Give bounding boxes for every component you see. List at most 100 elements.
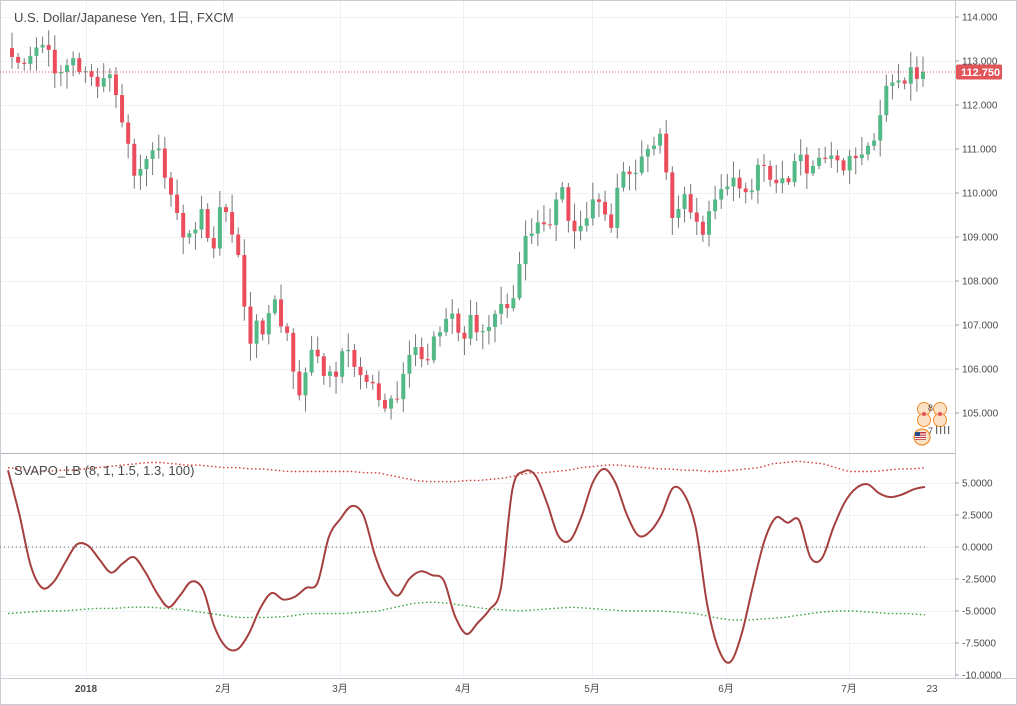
price-tick-label: 110.000: [962, 189, 998, 200]
last-price-label: 112.750: [961, 67, 1000, 79]
candle-body-up: [83, 71, 88, 73]
candle-body-up: [590, 199, 595, 219]
candle-body-down: [774, 179, 779, 184]
upper-band-line: [7, 460, 926, 483]
price-tick-label: 108.000: [962, 277, 999, 288]
candle-body-up: [639, 156, 644, 173]
candle-body-up: [523, 235, 528, 265]
candle-body-up: [890, 82, 895, 86]
date-tick-label: 5月: [584, 683, 600, 695]
candle-body-down: [260, 320, 265, 335]
candle-body-up: [340, 351, 345, 377]
candle-body-up: [266, 313, 271, 335]
candle-body-down: [768, 165, 773, 180]
candle-body-down: [694, 212, 699, 222]
earnings-event-badge[interactable]: 8: [917, 402, 947, 427]
candle-body-up: [499, 304, 504, 314]
date-tick-label: 2018: [75, 684, 98, 695]
candle-body-down: [664, 133, 669, 173]
candle-body-down: [16, 56, 21, 63]
candle-body-up: [144, 158, 149, 170]
candle-body-up: [676, 208, 681, 218]
indicator-tick-label: -10.0000: [962, 671, 1002, 682]
candle-body-down: [823, 157, 828, 159]
candle-body-up: [517, 264, 522, 299]
candle-body-down: [285, 326, 290, 333]
candle-body-down: [358, 366, 363, 376]
candle-body-up: [480, 331, 485, 333]
price-tick-label: 109.000: [962, 233, 999, 244]
candle-body-down: [609, 214, 614, 228]
candle-body-down: [786, 178, 791, 183]
candle-body-up: [107, 74, 112, 79]
candle-body-up: [413, 347, 418, 355]
candle-body-up: [199, 209, 204, 230]
candle-body-down: [419, 347, 424, 360]
candle-body-up: [217, 207, 222, 249]
candle-body-up: [578, 225, 583, 232]
candle-body-up: [431, 336, 436, 361]
lower-band-line: [7, 601, 926, 621]
candle-body-up: [658, 133, 663, 146]
candle-body-up: [725, 186, 730, 190]
candle-body-up: [560, 187, 565, 200]
candle-body-up: [872, 140, 877, 146]
indicator-tick-label: -5.0000: [962, 607, 996, 618]
candle-body-down: [743, 188, 748, 193]
candle-body-down: [126, 122, 131, 144]
date-tick-label: 7月: [841, 683, 857, 695]
candle-body-up: [272, 299, 277, 314]
candle-body-up: [651, 145, 656, 149]
candle-body-up: [40, 44, 45, 48]
candle-body-down: [248, 306, 253, 344]
candle-body-down: [52, 49, 57, 74]
price-tick-label: 114.000: [962, 13, 998, 24]
candle-body-down: [425, 359, 430, 361]
candle-body-up: [896, 80, 901, 83]
indicator-tick-label: 2.5000: [962, 511, 993, 522]
candle-body-down: [175, 194, 180, 213]
candle-body-down: [352, 349, 357, 367]
candle-body-down: [364, 375, 369, 382]
candle-body-up: [554, 199, 559, 226]
candle-body-up: [810, 165, 815, 174]
candle-body-up: [444, 318, 449, 333]
candle-body-up: [450, 313, 455, 319]
candle-body-down: [462, 332, 467, 339]
candle-body-down: [168, 177, 173, 195]
candle-body-up: [713, 199, 718, 212]
date-tick-label: 2月: [215, 683, 231, 695]
candle-body-down: [841, 160, 846, 171]
grid-lines: [0, 0, 955, 678]
candle-body-up: [401, 373, 406, 400]
main-legend[interactable]: U.S. Dollar/Japanese Yen, 1日, FXCM: [14, 10, 234, 25]
candle-body-up: [780, 178, 785, 184]
candle-body-down: [315, 349, 320, 357]
candle-body-up: [865, 145, 870, 155]
candle-body-down: [334, 371, 339, 377]
date-tick-label: 3月: [332, 683, 348, 695]
candle-body-up: [731, 177, 736, 187]
candle-body-down: [700, 221, 705, 235]
candle-body-up: [327, 371, 332, 376]
candle-body-up: [535, 222, 540, 234]
candle-body-up: [101, 78, 106, 87]
price-tick-label: 112.000: [962, 101, 998, 112]
candle-body-down: [376, 383, 381, 400]
us-flag-event-badge[interactable]: 7: [913, 426, 950, 446]
candle-body-up: [633, 172, 638, 175]
indicator-legend[interactable]: SVAPO_LB (8, 1, 1.5, 1.3, 100): [14, 463, 194, 478]
candle-body-up: [493, 313, 498, 327]
candle-body-down: [572, 220, 577, 232]
event-count-label: 8: [928, 403, 933, 413]
candle-body-up: [859, 154, 864, 159]
candle-body-up: [584, 218, 589, 226]
event-count-label: 7: [928, 426, 933, 436]
price-candles: [10, 30, 925, 420]
date-tick-label: 4月: [455, 683, 471, 695]
candle-body-up: [829, 155, 834, 159]
candle-body-up: [511, 298, 516, 309]
candle-body-up: [193, 229, 198, 234]
candle-body-down: [205, 209, 210, 238]
candle-body-up: [755, 164, 760, 191]
